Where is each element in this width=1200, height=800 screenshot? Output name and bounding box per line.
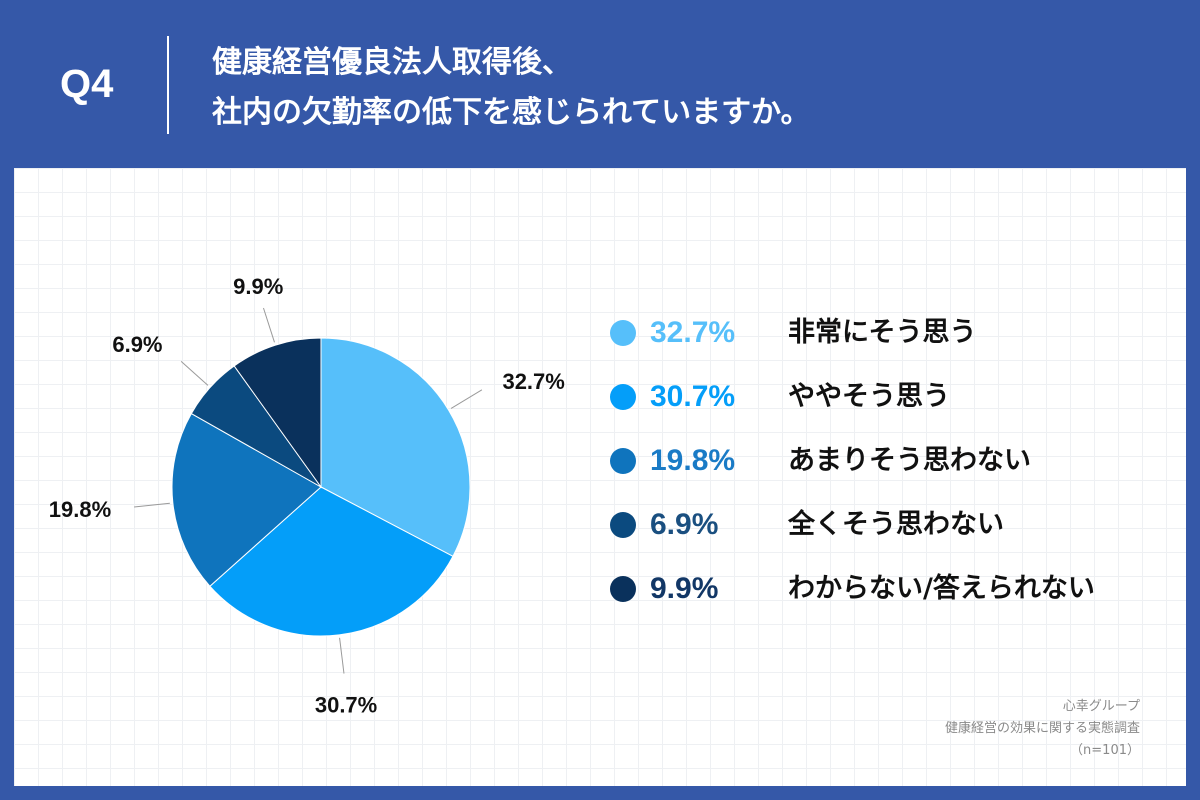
source-note: 心幸グループ 健康経営の効果に関する実態調査 （n=101） xyxy=(945,696,1140,762)
pie-value-label-2: 30.7% xyxy=(315,692,377,717)
question-title-line-2: 社内の欠勤率の低下を感じられていますか。 xyxy=(212,95,811,130)
legend-label: あまりそう思わない xyxy=(788,445,1031,476)
legend-swatch xyxy=(610,448,636,474)
pie-chart: 32.7% 30.7% 19.8% 6.9% 9.9% xyxy=(49,274,565,718)
source-sample-size: （n=101） xyxy=(1070,743,1140,758)
legend-swatch xyxy=(610,320,636,346)
leader-line-4 xyxy=(180,360,209,386)
pie-slice-1 xyxy=(320,337,471,557)
pie-value-label-3: 19.8% xyxy=(49,497,111,522)
legend-swatch xyxy=(610,384,636,410)
legend-swatch xyxy=(610,576,636,602)
legend-percentage: 19.8% xyxy=(650,444,736,477)
leader-line-1 xyxy=(450,389,483,409)
source-survey: 健康経営の効果に関する実態調査 xyxy=(944,721,1140,736)
legend-label: 非常にそう思う xyxy=(788,317,977,348)
pie-value-label-4: 6.9% xyxy=(112,332,162,357)
pie-labels: 32.7% 30.7% 19.8% 6.9% 9.9% xyxy=(49,274,565,718)
header-divider xyxy=(167,36,169,134)
legend-percentage: 32.7% xyxy=(650,316,736,349)
question-number: Q4 xyxy=(60,62,114,106)
leader-line-2 xyxy=(339,637,345,674)
legend-swatch xyxy=(610,512,636,538)
legend-percentage: 30.7% xyxy=(650,380,736,413)
pie-slice-5 xyxy=(233,337,322,489)
legend-label: わからない/答えられない xyxy=(788,573,1095,604)
legend-label: 全くそう思わない xyxy=(788,509,1004,540)
legend-percentage: 6.9% xyxy=(650,508,719,541)
leader-line-3 xyxy=(134,502,170,508)
source-company: 心幸グループ xyxy=(1062,699,1140,714)
pie-value-label-5: 9.9% xyxy=(233,274,283,299)
leader-line-5 xyxy=(262,307,275,343)
legend-percentage: 9.9% xyxy=(650,572,719,605)
question-title-line-1: 健康経営優良法人取得後、 xyxy=(212,45,572,80)
chart-panel: 32.7% 30.7% 19.8% 6.9% 9.9% 32.7% 非常にそう思う 30.7… xyxy=(14,168,1186,786)
legend-label: ややそう思う xyxy=(788,381,950,412)
pie-slices xyxy=(171,337,471,637)
question-title: 健康経営優良法人取得後、 社内の欠勤率の低下を感じられていますか。 xyxy=(212,38,811,138)
header: Q4 健康経営優良法人取得後、 社内の欠勤率の低下を感じられていますか。 xyxy=(0,0,1200,168)
pie-slice-3 xyxy=(171,412,322,587)
pie-slice-2 xyxy=(209,486,454,637)
pie-value-label-1: 32.7% xyxy=(502,369,564,394)
